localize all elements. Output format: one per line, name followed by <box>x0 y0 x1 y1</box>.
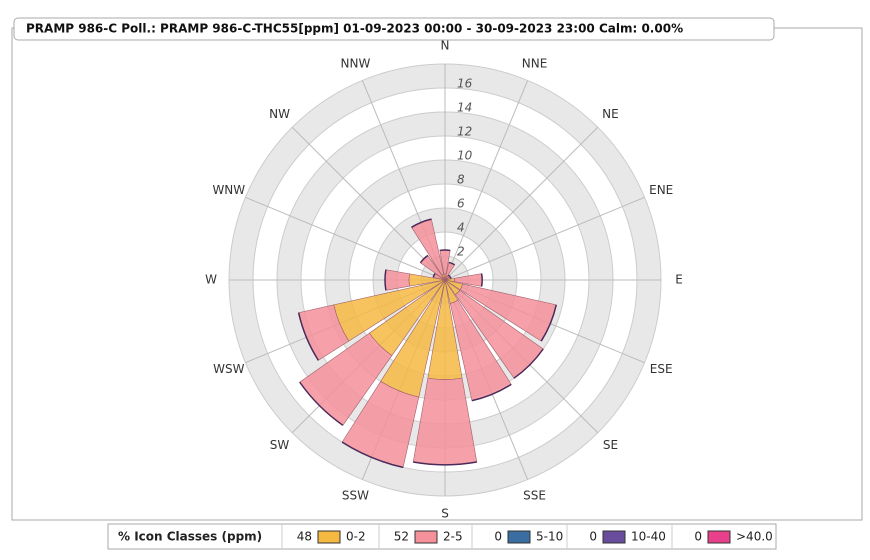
plot: N NNE NE ENE E ESE SE SSE S SSW SW WSW W WNW NW NNW 2 4 6 8… <box>205 39 683 521</box>
direction-label: E <box>675 273 683 287</box>
legend-label: 10-40 <box>631 530 666 544</box>
radial-tick-label: 14 <box>457 101 472 115</box>
direction-label: S <box>441 507 449 521</box>
legend: % Icon Classes (ppm) 48 0-2 52 2-5 0 5-10 0 10-4… <box>108 524 776 549</box>
segment-edge <box>450 277 451 279</box>
legend-swatch <box>708 531 730 543</box>
legend-label: 0-2 <box>346 530 366 544</box>
radial-tick-label: 8 <box>457 173 465 187</box>
chart-title: PRAMP 986-C Poll.: PRAMP 986-C-THC55[ppm… <box>26 22 683 36</box>
direction-label: WSW <box>213 362 244 376</box>
legend-swatch <box>415 531 437 543</box>
direction-label: ESE <box>650 362 673 376</box>
legend-label: 5-10 <box>536 530 563 544</box>
legend-label: 2-5 <box>443 530 463 544</box>
legend-percent: 52 <box>394 530 409 544</box>
radial-tick-label: 6 <box>457 197 465 211</box>
direction-label: NNE <box>522 56 548 70</box>
direction-label: W <box>205 273 217 287</box>
legend-percent: 48 <box>297 530 312 544</box>
radial-tick-label: 2 <box>457 245 465 259</box>
legend-percent: 0 <box>694 530 702 544</box>
radial-tick-label: 12 <box>457 125 472 139</box>
direction-label: SW <box>270 438 290 452</box>
direction-label: SSW <box>342 489 369 503</box>
legend-label: >40.0 <box>736 530 773 544</box>
legend-title: % Icon Classes (ppm) <box>118 530 262 544</box>
direction-label: N <box>441 39 450 53</box>
legend-swatch <box>318 531 340 543</box>
radial-tick-label: 10 <box>457 149 473 163</box>
direction-label: NNW <box>341 56 371 70</box>
legend-percent: 0 <box>494 530 502 544</box>
legend-swatch <box>508 531 530 543</box>
legend-percent: 0 <box>589 530 597 544</box>
direction-label: WNW <box>212 183 245 197</box>
direction-label: ENE <box>649 183 673 197</box>
direction-label: NW <box>269 107 290 121</box>
direction-label: SE <box>603 438 618 452</box>
radial-tick-label: 4 <box>457 221 465 235</box>
direction-label: NE <box>602 107 619 121</box>
radial-tick-label: 16 <box>457 77 473 91</box>
direction-label: SSE <box>523 489 546 503</box>
legend-swatch <box>603 531 625 543</box>
segment-edge <box>482 274 483 287</box>
